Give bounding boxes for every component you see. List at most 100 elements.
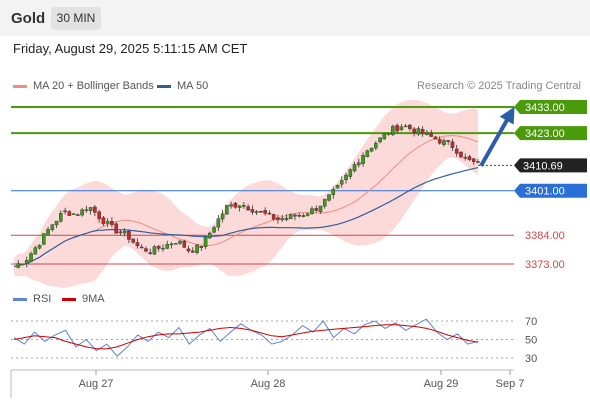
candle-body: [156, 245, 161, 249]
candle-body: [195, 244, 199, 253]
timeframe-button[interactable]: 30 MIN: [51, 7, 101, 30]
candle-body: [386, 133, 391, 135]
candle-body: [135, 242, 140, 247]
candle-body: [131, 238, 135, 243]
candle-body: [437, 139, 442, 144]
candle-body: [339, 180, 344, 185]
candle-body: [203, 237, 208, 247]
level-label-3433.00: 3433.00: [525, 102, 565, 114]
candle-body: [182, 240, 187, 248]
moving-average-layer: [13, 135, 479, 268]
candle-body: [29, 253, 33, 262]
candle-body: [305, 213, 310, 216]
x-tick-label: Aug 28: [251, 378, 286, 390]
candle-body: [84, 209, 89, 211]
level-label-3423.00: 3423.00: [525, 128, 565, 140]
candle-body: [327, 194, 331, 201]
candle-body: [450, 141, 455, 148]
candle-body: [178, 240, 182, 244]
candle-body: [101, 217, 106, 225]
candle-body: [352, 164, 357, 172]
candle-body: [263, 210, 267, 214]
candle-body: [425, 132, 429, 136]
ma9-swatch: [62, 297, 76, 301]
candle-body: [63, 210, 67, 213]
candle-body: [114, 223, 118, 234]
candle-body: [284, 217, 289, 221]
candle-body: [391, 126, 395, 135]
rsi-tick-50: 50: [525, 335, 537, 347]
candle-body: [152, 246, 157, 255]
candle-body: [476, 161, 480, 163]
forecast-arrow: [479, 106, 515, 167]
candle-body: [361, 155, 365, 164]
candle-body: [254, 211, 259, 213]
rsi-label: RSI: [33, 293, 52, 305]
candle-body: [446, 140, 451, 142]
current-price-tag: [514, 158, 587, 173]
time-axis-layer: Aug 27 Aug 28 Aug 29 Sep 7: [10, 369, 524, 398]
header-bar: Gold 30 MIN: [0, 0, 590, 36]
ma50-swatch: [157, 84, 171, 88]
candle-body: [37, 245, 42, 249]
candle-body: [416, 128, 421, 135]
candle-body: [50, 224, 55, 230]
rsi-swatch: [13, 297, 27, 301]
rsi-line: [13, 318, 479, 357]
legend-9ma: 9MA: [62, 293, 105, 305]
candle-body: [454, 148, 459, 154]
candle-body: [46, 229, 50, 236]
x-tick-label: Aug 29: [424, 378, 459, 390]
candle-body: [280, 218, 284, 221]
candle-body: [310, 208, 314, 214]
candle-body: [76, 214, 80, 216]
candle-body: [33, 247, 38, 255]
candle-body: [467, 156, 472, 160]
ma9-label: 9MA: [82, 293, 105, 305]
candle-body: [144, 248, 148, 252]
candle-body: [314, 208, 319, 211]
bollinger-swatch: [13, 84, 27, 88]
candle-body: [212, 227, 216, 233]
candle-body: [293, 214, 297, 217]
candle-body: [54, 220, 59, 226]
candle-body: [348, 169, 353, 177]
candles-layer: [16, 106, 515, 269]
level-tag-3401.00: [514, 183, 587, 198]
candle-body: [127, 230, 131, 240]
candle-body: [395, 125, 399, 132]
candle-body: [250, 209, 255, 213]
candle-body: [318, 205, 323, 212]
ma50-line: [13, 167, 479, 268]
candle-body: [67, 211, 72, 216]
rsi-ma-line: [13, 324, 479, 350]
level-label-3401.00: 3401.00: [525, 186, 565, 198]
level-tag-3433.00: [514, 100, 587, 114]
candle-body: [369, 147, 374, 152]
candle-body: [110, 221, 114, 225]
level-labels-layer: 3433.00 3423.00 3401.00 3384.00 3373.00 3410.…: [514, 100, 587, 271]
candle-body: [459, 151, 463, 158]
candle-body: [20, 263, 25, 266]
candle-body: [442, 140, 446, 145]
candle-body: [259, 211, 263, 213]
candle-body: [246, 206, 250, 211]
x-tick-label: Aug 27: [79, 378, 114, 390]
candle-body: [118, 231, 123, 234]
ma50-label: MA 50: [177, 80, 209, 92]
candle-body: [365, 150, 370, 158]
candle-body: [169, 243, 174, 246]
rsi-tick-30: 30: [525, 353, 537, 365]
candle-body: [242, 205, 246, 207]
research-credit: Research © 2025 Trading Central: [416, 80, 581, 92]
candle-body: [288, 214, 293, 220]
candle-body: [16, 263, 21, 268]
candle-body: [199, 246, 204, 248]
candle-body: [93, 206, 97, 213]
candle-body: [374, 143, 378, 149]
candle-body: [24, 260, 29, 264]
candle-body: [276, 217, 280, 221]
candle-body: [471, 158, 476, 162]
candle-body: [161, 247, 165, 250]
candle-body: [463, 157, 468, 159]
